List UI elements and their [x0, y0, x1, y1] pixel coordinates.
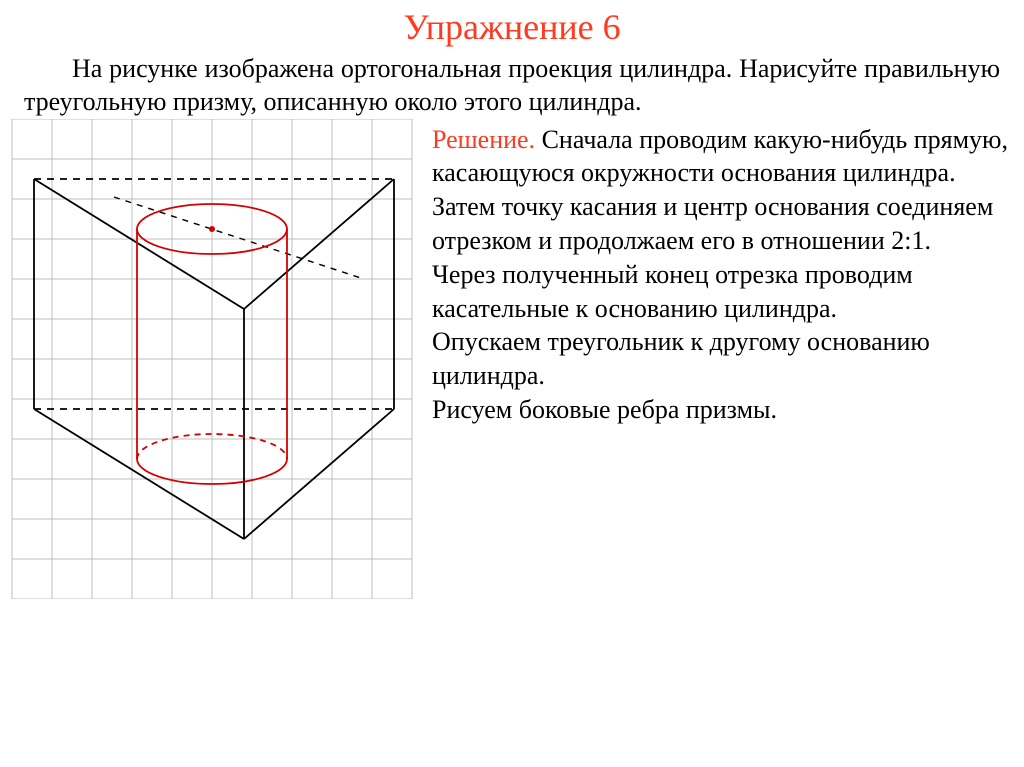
- solution-block: Решение. Сначала проводим какую-нибудь п…: [424, 119, 1014, 427]
- content-row: Решение. Сначала проводим какую-нибудь п…: [0, 119, 1024, 599]
- problem-statement: На рисунке изображена ортогональная прое…: [0, 52, 1024, 119]
- solution-label: Решение.: [432, 125, 535, 154]
- figure-svg: [4, 119, 424, 599]
- solution-line-2: Затем точку касания и центр основания со…: [432, 192, 993, 255]
- exercise-title: Упражнение 6: [0, 0, 1024, 52]
- slide: { "title": { "text": "Упражнение 6", "co…: [0, 0, 1024, 767]
- solution-line-3: Через полученный конец отрезка проводим …: [432, 260, 913, 323]
- solution-line-4: Опускаем треугольник к другому основанию…: [432, 327, 930, 390]
- geometry-figure: [4, 119, 424, 599]
- solution-line-5: Рисуем боковые ребра призмы.: [432, 395, 777, 424]
